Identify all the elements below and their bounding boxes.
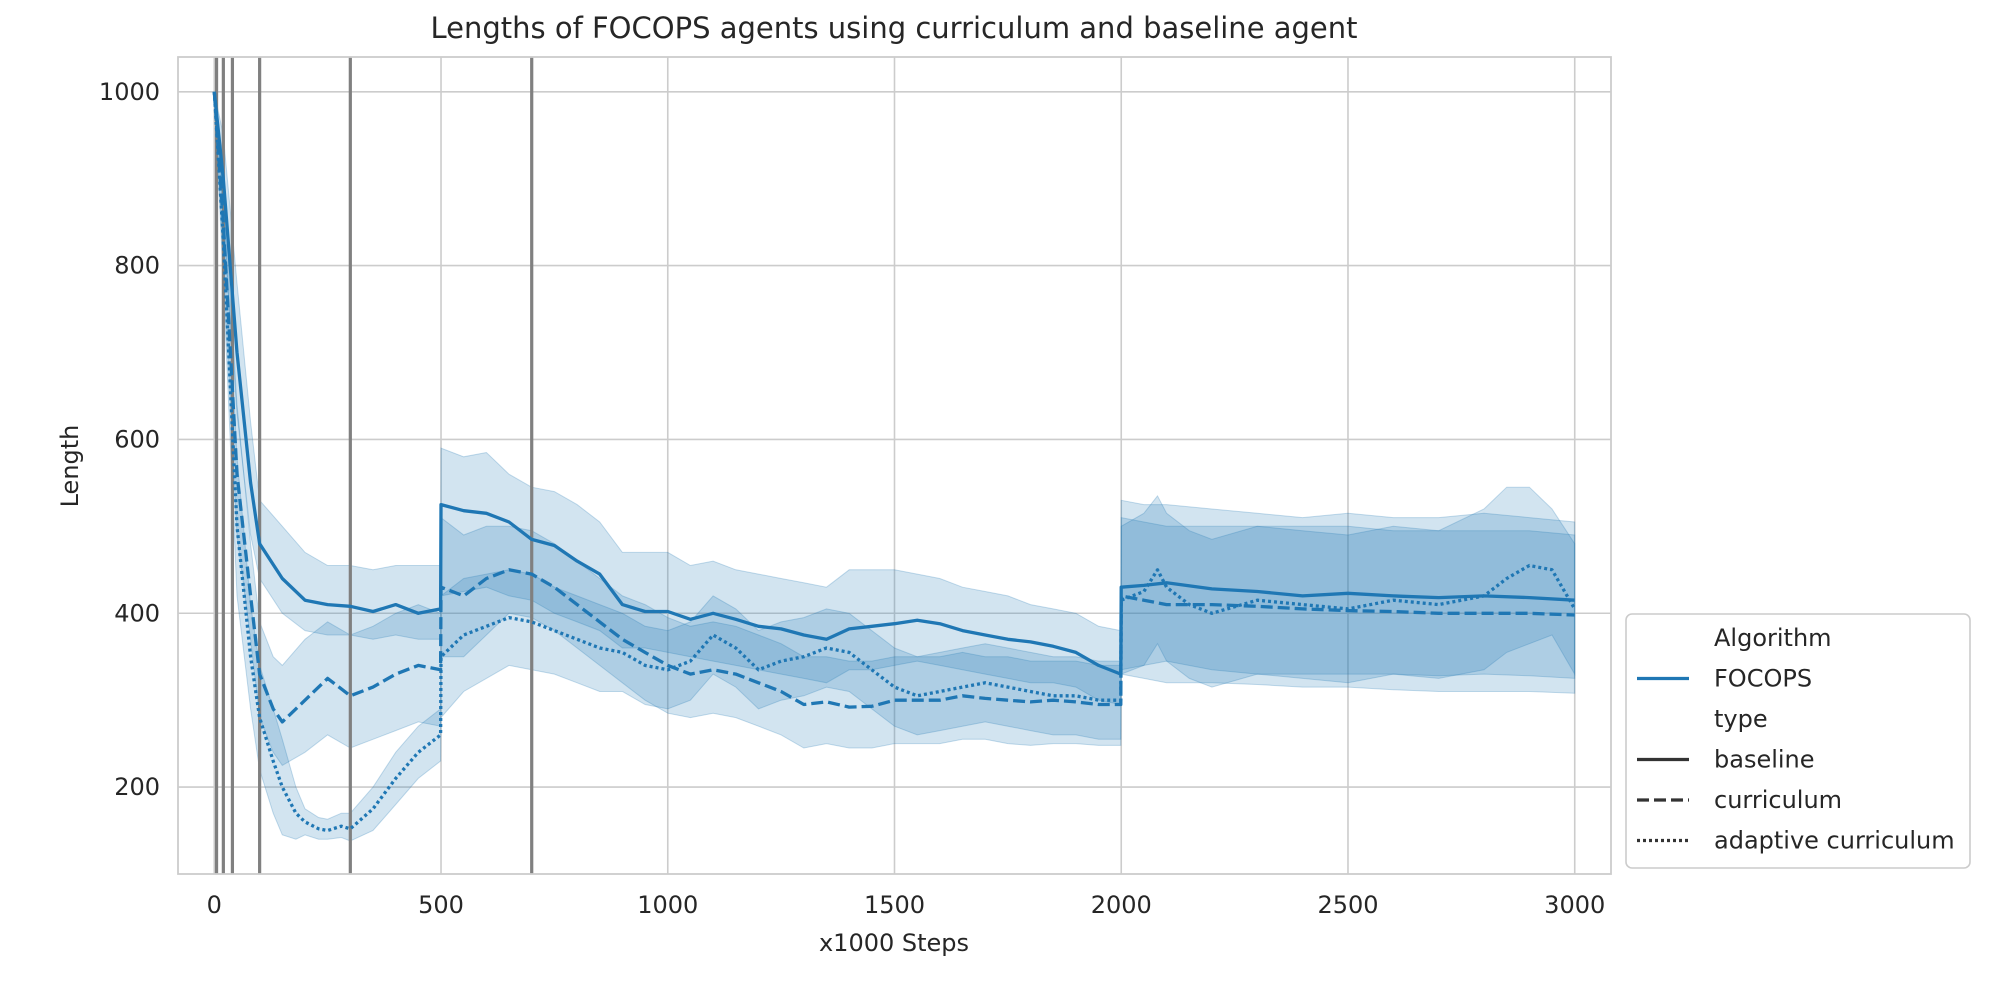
y-tick-label: 200 xyxy=(114,773,160,801)
legend-box xyxy=(1625,613,1971,869)
y-tick-label: 800 xyxy=(114,252,160,280)
y-tick-label: 400 xyxy=(114,599,160,627)
chart-title: Lengths of FOCOPS agents using curriculu… xyxy=(430,11,1357,45)
plot-frame xyxy=(177,56,1612,875)
x-tick-label: 2500 xyxy=(1317,891,1378,919)
x-tick-label: 2000 xyxy=(1091,891,1152,919)
x-tick-label: 3000 xyxy=(1544,891,1605,919)
line-baseline xyxy=(212,91,1575,676)
series-lines xyxy=(212,91,1577,833)
legend-label: curriculum xyxy=(1714,786,1842,814)
y-tick-label: 600 xyxy=(114,425,160,453)
x-tick-label: 1500 xyxy=(864,891,925,919)
legend-label: baseline xyxy=(1714,746,1815,774)
legend-label: type xyxy=(1714,705,1768,733)
y-tick-labels: 200 400 600 800 1000 xyxy=(99,78,160,801)
x-axis-label: x1000 Steps xyxy=(819,929,969,957)
legend: Algorithm FOCOPS type baseline curriculum ada… xyxy=(1625,613,1971,869)
x-tick-labels: 0 500 1000 1500 2000 2500 3000 xyxy=(207,891,1606,919)
y-axis-label: Length xyxy=(56,425,84,508)
y-tick-label: 1000 xyxy=(99,78,160,106)
line-curriculum xyxy=(212,91,1575,724)
line-adaptive-curriculum xyxy=(212,91,1577,833)
x-tick-label: 1000 xyxy=(637,891,698,919)
legend-label: Algorithm xyxy=(1714,624,1832,652)
legend-label: adaptive curriculum xyxy=(1714,827,1955,855)
x-tick-label: 0 xyxy=(207,891,222,919)
x-tick-label: 500 xyxy=(418,891,464,919)
legend-label: FOCOPS xyxy=(1714,665,1812,693)
